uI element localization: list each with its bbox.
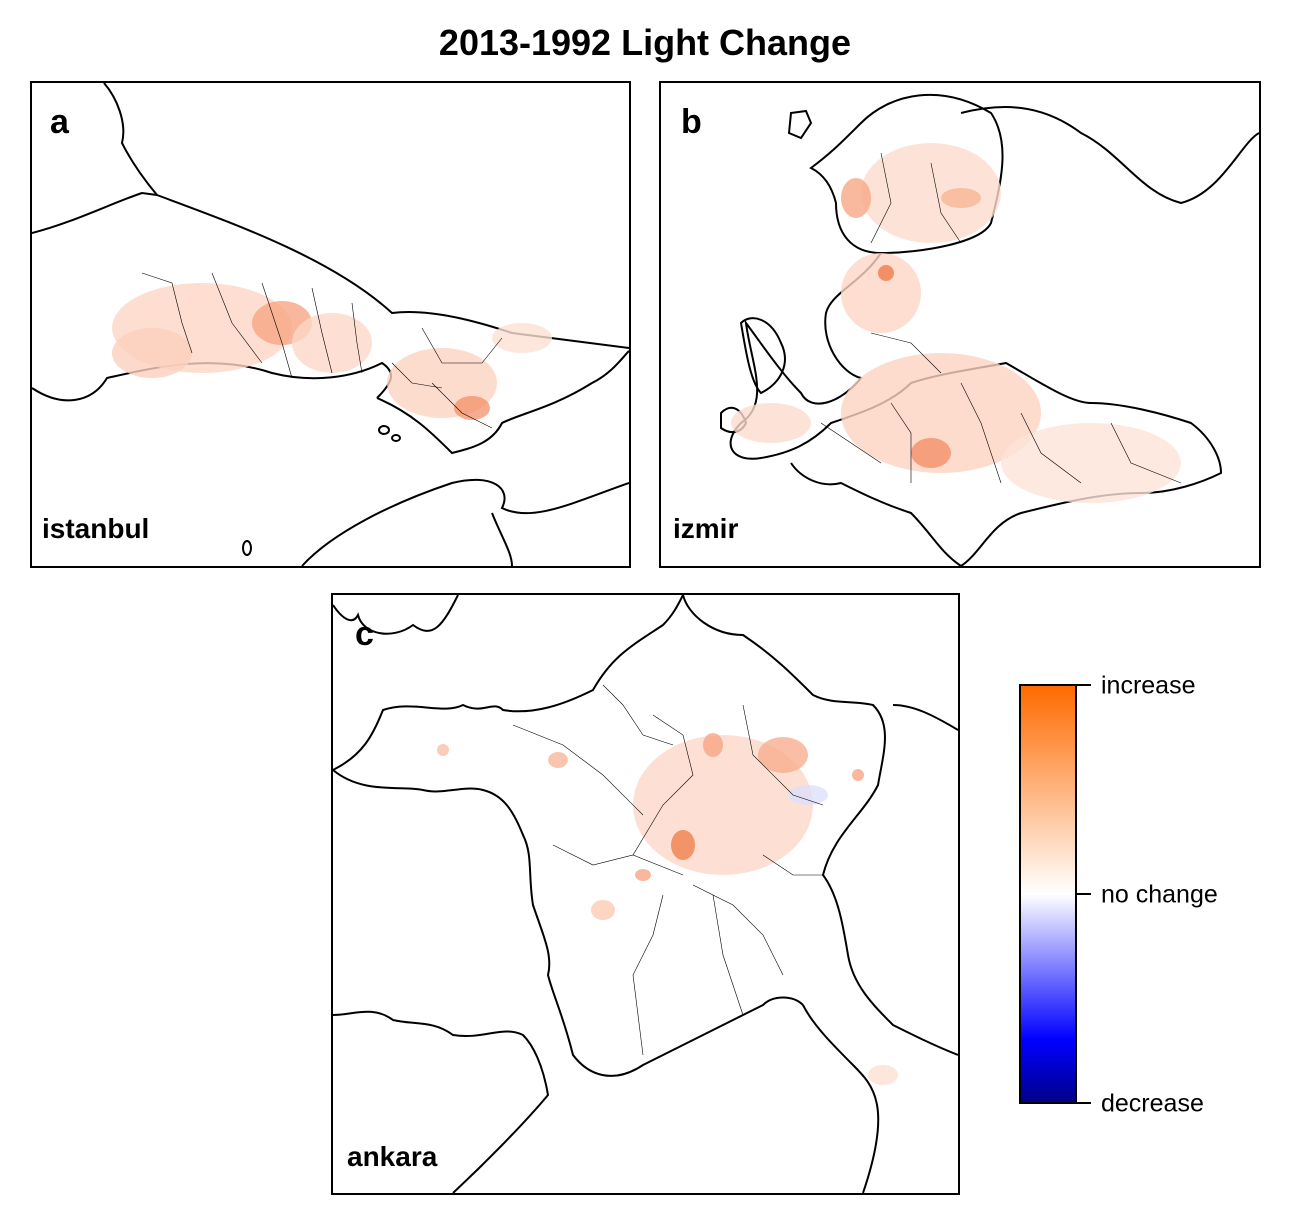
ankara-map [333, 595, 958, 1193]
colorbar-tick-bottom [1077, 1102, 1091, 1104]
colorbar-label-increase: increase [1101, 671, 1196, 700]
colorbar-tick-top [1077, 684, 1091, 686]
panel-ankara: c ankara [331, 593, 960, 1195]
colorbar-tick-middle [1077, 893, 1091, 895]
figure-title: 2013-1992 Light Change [438, 22, 852, 63]
panel-istanbul: a istanbul [30, 81, 631, 568]
city-label-istanbul: istanbul [42, 513, 150, 544]
city-label-ankara: ankara [347, 1141, 438, 1172]
istanbul-map [32, 83, 629, 566]
izmir-light-patches [731, 143, 1181, 503]
panel-letter-c: c [355, 615, 374, 653]
panel-izmir: b izmir [659, 81, 1261, 568]
colorbar [1019, 684, 1077, 1104]
panel-letter-a: a [50, 103, 69, 141]
istanbul-light-patches [112, 283, 552, 420]
city-label-izmir: izmir [673, 513, 739, 544]
colorbar-label-no-change: no change [1101, 880, 1218, 909]
panel-letter-b: b [681, 103, 702, 141]
colorbar-label-decrease: decrease [1101, 1089, 1204, 1118]
izmir-map [720, 93, 1259, 566]
